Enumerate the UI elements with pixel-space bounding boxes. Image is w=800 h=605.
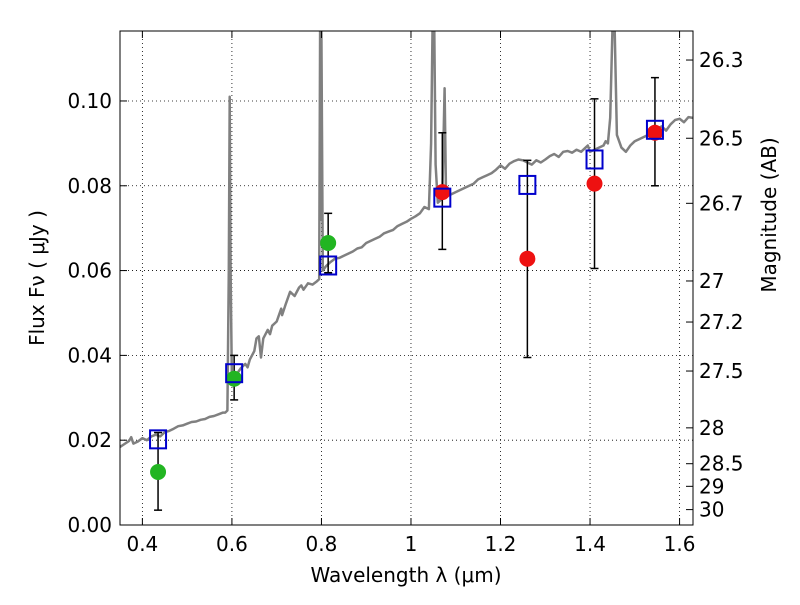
right-tick-label: 28 — [699, 416, 724, 440]
y-tick-label: 0.08 — [67, 174, 112, 198]
x-tick-label: 1 — [405, 532, 418, 556]
y-tick-label: 0.00 — [67, 513, 112, 537]
right-tick-label: 26.5 — [699, 126, 744, 150]
right-tick-label: 29 — [699, 474, 724, 498]
model-photometry-square — [433, 187, 452, 208]
marker-layer — [149, 119, 664, 480]
green-data-point — [320, 235, 337, 252]
x-tick-label: 0.8 — [306, 532, 338, 556]
y-tick-label: 0.04 — [67, 343, 112, 367]
y-axis-ticks: 0.00 0.02 0.04 0.06 0.08 0.10 — [67, 89, 127, 537]
right-tick-label: 27.5 — [699, 359, 744, 383]
x-tick-label: 1.6 — [664, 532, 696, 556]
right-axis-title: Magnitude (AB) — [757, 137, 781, 292]
x-axis-ticks: 0.4 0.6 0.8 1 1.2 1.4 1.6 — [126, 31, 695, 556]
y-tick-label: 0.02 — [67, 428, 112, 452]
right-tick-label: 26.3 — [699, 48, 744, 72]
green-data-point — [150, 463, 167, 480]
x-axis-title: Wavelength λ (μm) — [310, 563, 501, 587]
model-photometry-square — [225, 363, 244, 384]
right-tick-label: 30 — [699, 498, 724, 522]
right-tick-label: 27.2 — [699, 310, 744, 334]
red-data-point — [586, 175, 603, 192]
x-tick-label: 1.4 — [574, 532, 606, 556]
model-photometry-square — [645, 119, 664, 140]
model-photometry-square — [585, 149, 604, 170]
plot-background — [120, 31, 693, 525]
model-photometry-square — [149, 429, 168, 450]
model-photometry-square — [518, 174, 537, 195]
y-axis-title: Flux Fν ( μJy ) — [25, 210, 49, 346]
x-tick-label: 0.6 — [216, 532, 248, 556]
red-data-point — [434, 184, 451, 201]
y-tick-label: 0.06 — [67, 259, 112, 283]
red-data-point — [519, 250, 536, 267]
green-data-point — [226, 370, 243, 387]
x-tick-label: 0.4 — [126, 532, 158, 556]
model-photometry-square — [319, 255, 338, 276]
y-tick-label: 0.10 — [67, 89, 112, 113]
right-tick-label: 28.5 — [699, 452, 744, 476]
plot-frame — [119, 30, 694, 526]
right-tick-label: 27 — [699, 269, 724, 293]
right-tick-label: 26.7 — [699, 191, 744, 215]
x-tick-label: 1.2 — [485, 532, 517, 556]
